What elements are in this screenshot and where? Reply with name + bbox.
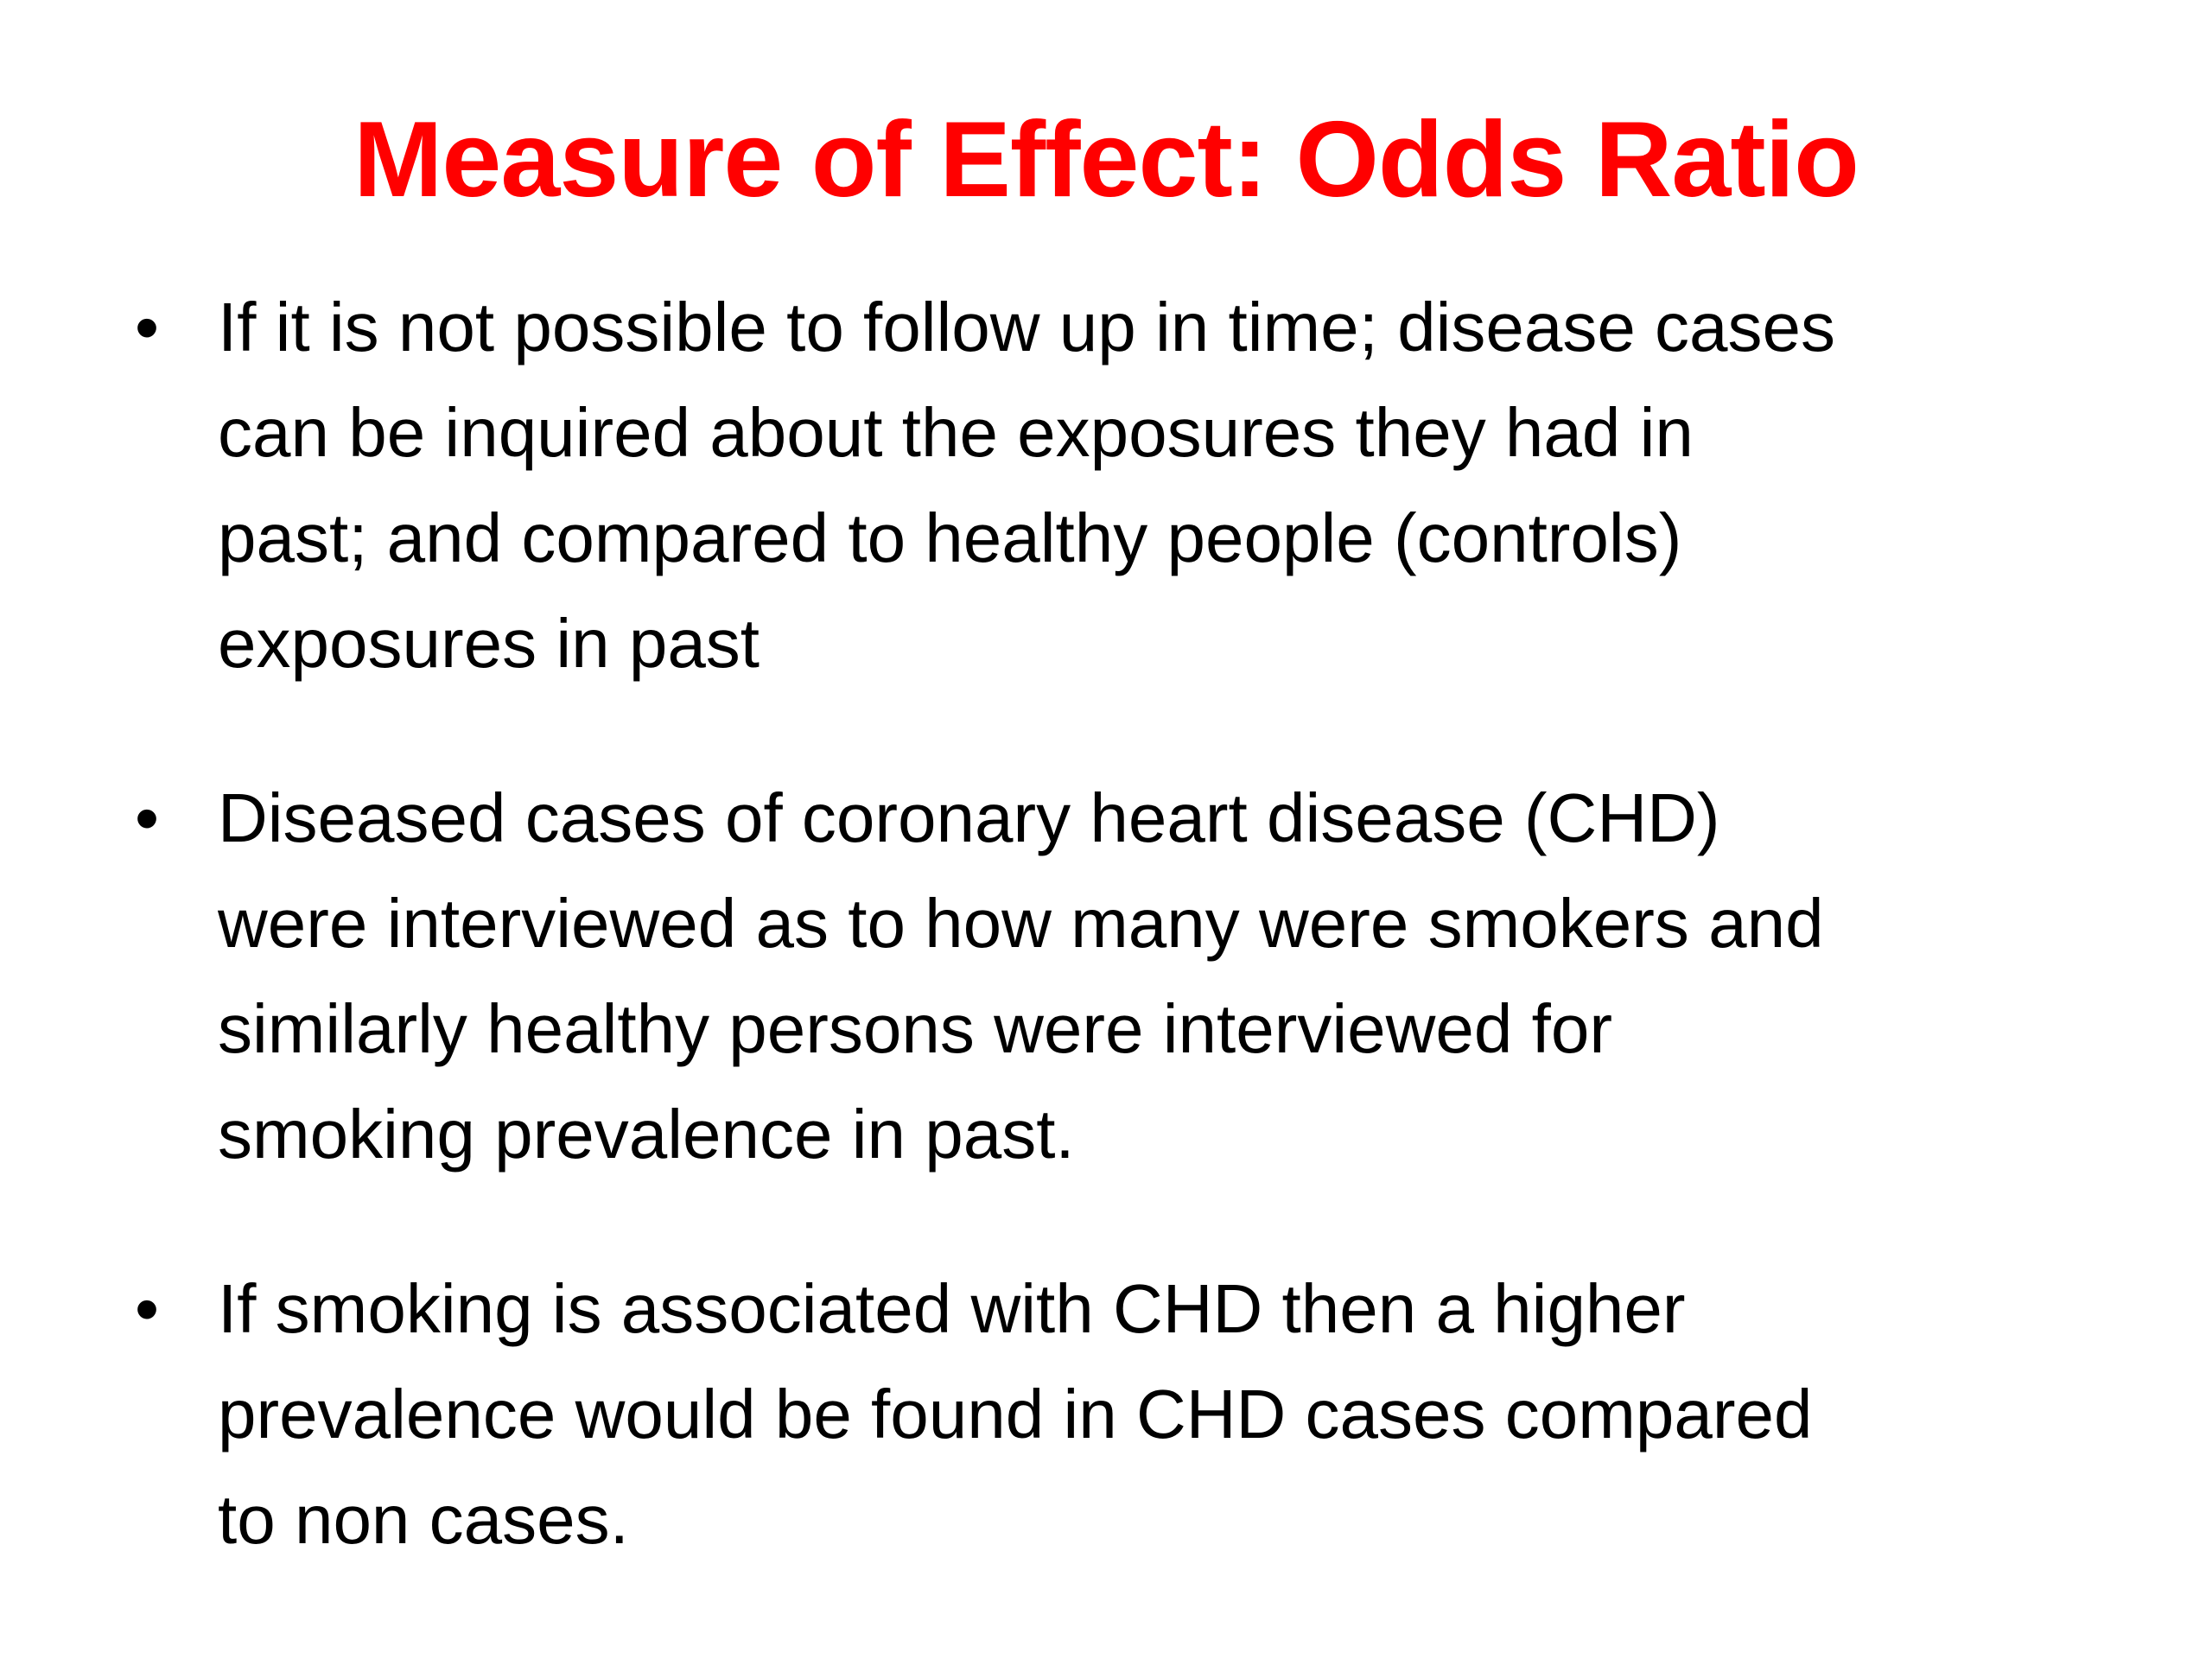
bullet-line: to non cases.: [218, 1481, 629, 1558]
bullet-line: If it is not possible to follow up in ti…: [218, 289, 1836, 365]
bullet-point-icon: •: [135, 289, 160, 365]
bullet-line: exposures in past: [218, 605, 760, 682]
bullet-point-icon: •: [135, 779, 160, 856]
bullet-line: similarly healthy persons were interview…: [218, 990, 1612, 1067]
bullet-text: If it is not possible to follow up in ti…: [218, 275, 2145, 696]
bullet-text: If smoking is associated with CHD then a…: [218, 1256, 2145, 1573]
bullet-line: past; and compared to healthy people (co…: [218, 499, 1682, 576]
slide-title: Measure of Effect: Odds Ratio: [353, 100, 1859, 219]
bullet-line: If smoking is associated with CHD then a…: [218, 1270, 1686, 1347]
bullet-line: were interviewed as to how many were smo…: [218, 885, 1824, 962]
bullet-line: can be inquired about the exposures they…: [218, 394, 1694, 471]
bullet-line: prevalence would be found in CHD cases c…: [218, 1376, 1813, 1452]
bullet-text: Diseased cases of coronary heart disease…: [218, 766, 2145, 1187]
bullet-line: Diseased cases of coronary heart disease…: [218, 779, 1720, 856]
bullet-line: smoking prevalence in past.: [218, 1096, 1075, 1173]
bullet-point-icon: •: [135, 1270, 160, 1347]
